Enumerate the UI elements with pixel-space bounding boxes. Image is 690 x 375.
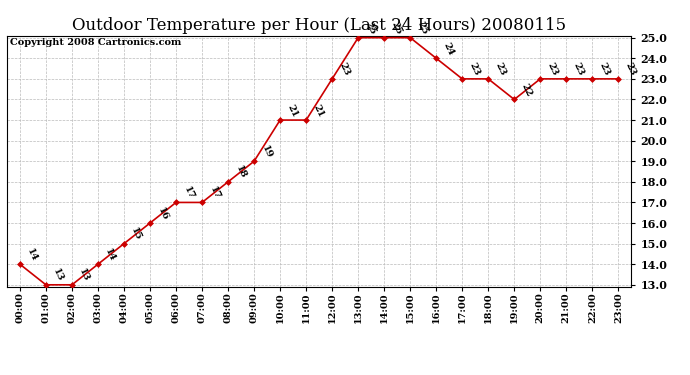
Text: 17: 17 (208, 185, 221, 201)
Text: 24: 24 (442, 41, 455, 57)
Text: 23: 23 (572, 62, 586, 78)
Text: 25: 25 (364, 20, 377, 36)
Text: 22: 22 (520, 82, 533, 98)
Text: 23: 23 (468, 62, 482, 78)
Text: 15: 15 (130, 226, 144, 242)
Text: 13: 13 (52, 267, 66, 284)
Text: 25: 25 (416, 20, 430, 36)
Text: 23: 23 (337, 62, 351, 78)
Text: 14: 14 (26, 247, 39, 263)
Text: 23: 23 (494, 62, 508, 78)
Text: 23: 23 (546, 62, 560, 78)
Text: 13: 13 (77, 267, 91, 284)
Text: Copyright 2008 Cartronics.com: Copyright 2008 Cartronics.com (10, 38, 181, 47)
Text: 23: 23 (624, 62, 638, 78)
Text: 25: 25 (390, 20, 404, 36)
Text: 21: 21 (286, 103, 299, 118)
Text: 21: 21 (312, 103, 326, 118)
Text: 19: 19 (259, 144, 273, 160)
Text: 18: 18 (234, 165, 248, 180)
Title: Outdoor Temperature per Hour (Last 24 Hours) 20080115: Outdoor Temperature per Hour (Last 24 Ho… (72, 17, 566, 34)
Text: 23: 23 (598, 62, 612, 78)
Text: 14: 14 (104, 247, 117, 263)
Text: 16: 16 (155, 206, 169, 222)
Text: 17: 17 (181, 185, 195, 201)
